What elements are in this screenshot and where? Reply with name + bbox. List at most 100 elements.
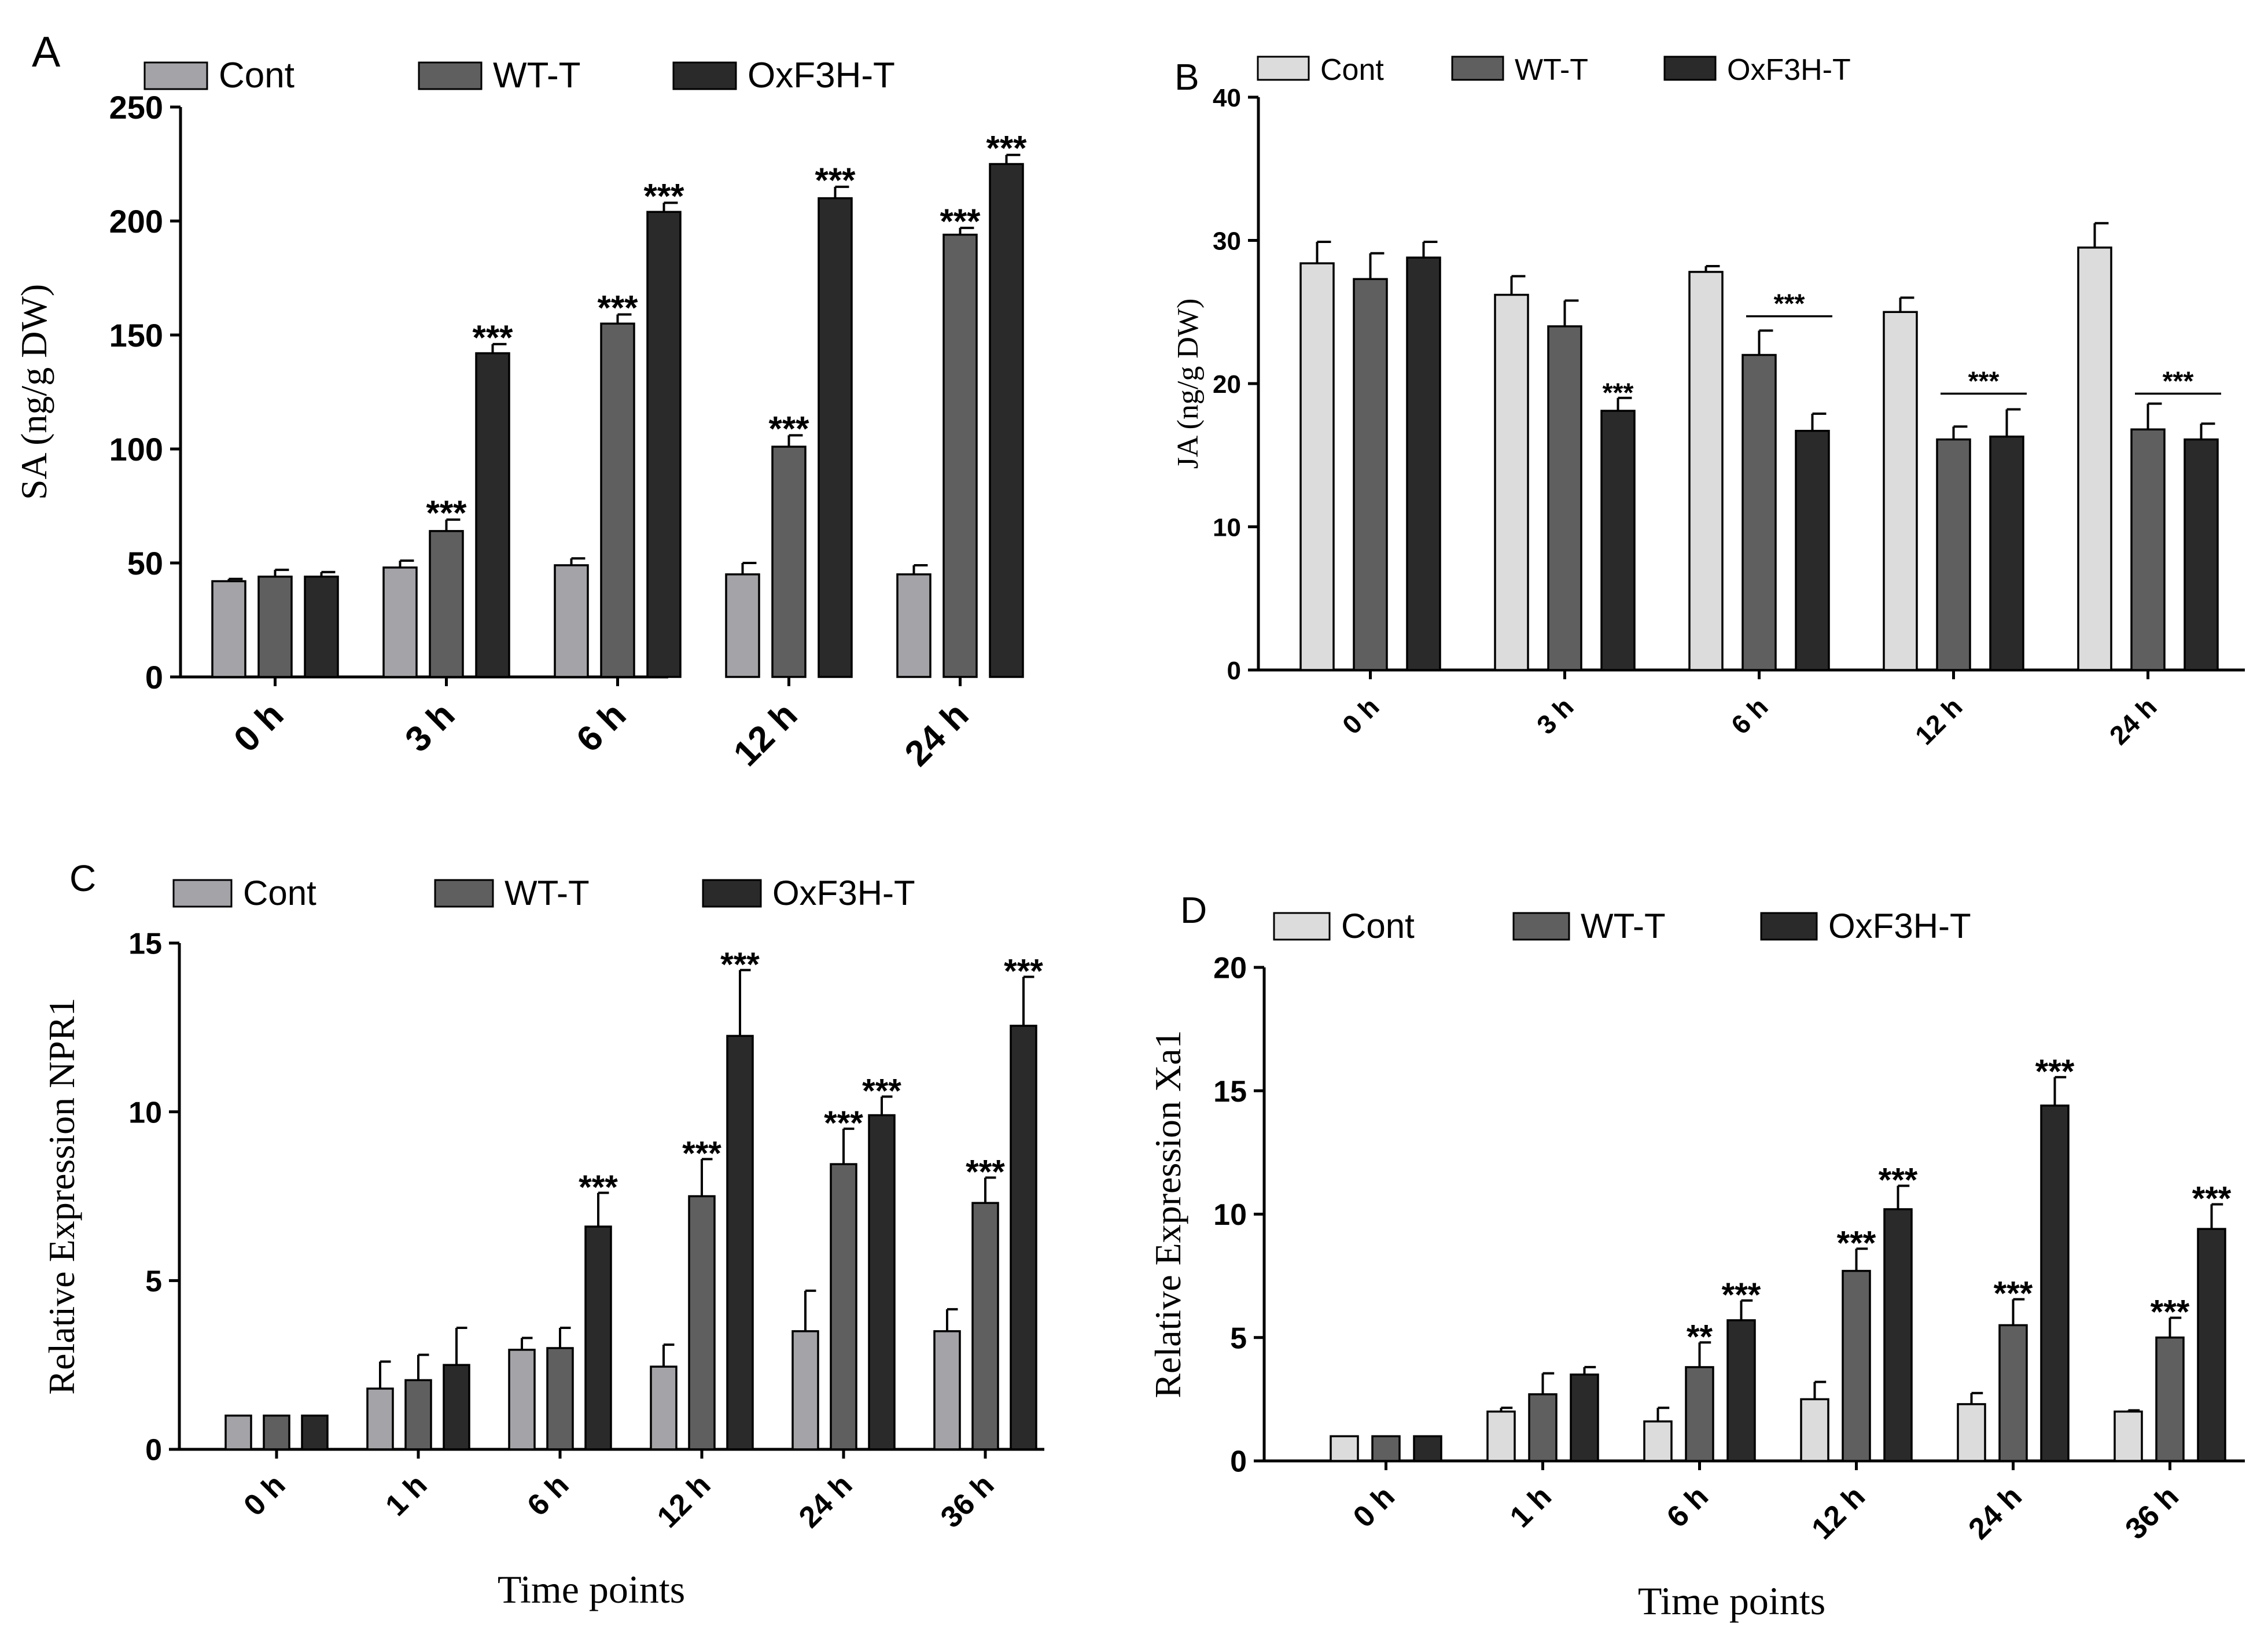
bar-oxf3h-t-4 [868,1114,896,1450]
bar-cont-1 [366,1387,394,1450]
bar-cont-5 [2114,1410,2143,1462]
legend-swatch-2 [1760,912,1818,941]
bar-cont-0 [1299,262,1335,671]
bar-oxf3h-t-0 [1406,256,1441,671]
bar-cont-4 [1957,1403,1986,1462]
bar-oxf3h-t-2 [646,211,682,678]
legend-label-2: OxF3H-T [1727,53,1851,87]
significance-label: *** [768,409,809,448]
bar-oxf3h-t-4 [989,163,1024,678]
bar-cont-4 [2077,246,2112,671]
bar-oxf3h-t-1 [1570,1373,1599,1462]
significance-label: *** [824,1105,863,1142]
bar-wt-t-0 [1371,1435,1401,1462]
bar-cont-2 [1688,271,1724,671]
bar-oxf3h-t-2 [1795,429,1830,671]
y-tick-label: 0 [1227,657,1241,685]
significance-label: *** [472,318,513,357]
bar-cont-3 [650,1365,678,1450]
y-tick-label: 30 [1213,227,1241,255]
y-tick-label: 40 [1213,84,1241,112]
significance-label: *** [1004,952,1043,990]
bar-wt-t-3 [688,1195,716,1450]
significance-bracket-label: *** [1774,289,1805,319]
x-axis-title: Time points [498,1567,685,1611]
panel-b-group: B Cont WT-T OxF3H-T 0 10 20 30 40 JA (ng/g DW) ***… [1172,53,2245,750]
significance-label: *** [815,161,856,200]
bar-wt-t-5 [2155,1337,2185,1462]
significance-label: *** [1837,1224,1876,1262]
bar-cont-3 [725,573,760,678]
bar-wt-t-0 [1353,278,1388,671]
bar-wt-t-0 [257,575,293,678]
legend-swatch-0 [143,61,208,90]
legend-label-1: WT-T [1581,907,1666,945]
bar-wt-t-4 [2130,428,2166,671]
panel-c-group: C Cont WT-T OxF3H-T 0 5 10 15 Relative Expressio… [41,857,1044,1611]
bar-wt-t-1 [1547,325,1582,671]
y-tick-label: 0 [1230,1445,1247,1479]
legend-swatch-2 [1663,56,1717,81]
y-tick-label: 20 [1213,370,1241,399]
legend-label-0: Cont [1320,53,1384,87]
significance-label: *** [643,176,684,215]
bar-oxf3h-t-5 [2197,1228,2226,1462]
bar-wt-t-2 [1685,1366,1714,1462]
panel-label-d: D [1180,889,1207,931]
bar-oxf3h-t-3 [726,1034,754,1450]
significance-label: *** [2151,1294,2190,1331]
significance-label: *** [1603,377,1634,407]
y-axis-title: Relative Expression Xa1 [1147,1030,1188,1398]
significance-label: *** [682,1135,721,1172]
bar-oxf3h-t-1 [443,1364,470,1450]
bar-cont-2 [1643,1420,1673,1462]
significance-label: *** [1722,1276,1761,1314]
legend-label-0: Cont [219,56,294,95]
significance-label: *** [720,946,760,984]
bar-cont-0 [1330,1435,1359,1462]
legend-label-1: WT-T [505,874,590,912]
significance-bracket-label: *** [1968,366,2000,396]
bar-cont-0 [224,1414,252,1450]
y-tick-label: 15 [1213,1075,1247,1109]
legend-label-1: WT-T [1515,53,1588,87]
panel-label-c: C [69,857,96,899]
bar-oxf3h-t-4 [2040,1105,2070,1462]
bar-wt-t-3 [1936,438,1971,671]
significance-label: *** [940,202,981,241]
x-axis-title: Time points [1638,1579,1825,1623]
significance-label: *** [986,129,1027,168]
bar-wt-t-2 [1742,354,1777,671]
bar-cont-1 [1486,1410,1516,1462]
bar-wt-t-1 [1528,1393,1558,1462]
significance-label: *** [426,494,467,532]
bar-cont-2 [508,1349,536,1450]
bar-oxf3h-t-3 [1989,435,2024,671]
panel-label-a: A [32,28,61,76]
bar-cont-5 [933,1330,961,1450]
bar-oxf3h-t-0 [304,575,339,678]
significance-label: *** [597,289,638,327]
significance-label: *** [1879,1162,1918,1199]
legend-swatch-0 [1257,56,1310,81]
bar-cont-3 [1883,311,1918,671]
y-axis-title: SA (ng/g DW) [13,284,54,500]
bar-cont-2 [554,564,589,678]
bar-wt-t-3 [1842,1269,1871,1462]
significance-label: ** [1687,1318,1713,1356]
significance-label: *** [579,1169,618,1206]
y-tick-label: 15 [128,927,162,961]
legend-swatch-2 [702,879,762,908]
panel-label-b: B [1174,56,1199,98]
bar-oxf3h-t-3 [1883,1208,1913,1462]
legend-label-1: WT-T [493,56,581,95]
bar-wt-t-1 [429,530,464,678]
bar-cont-3 [1800,1398,1829,1462]
legend-swatch-1 [418,61,483,90]
bar-cont-0 [211,580,246,678]
bar-cont-1 [1494,293,1529,671]
y-tick-label: 10 [1213,513,1241,542]
legend-label-2: OxF3H-T [1828,907,1971,945]
